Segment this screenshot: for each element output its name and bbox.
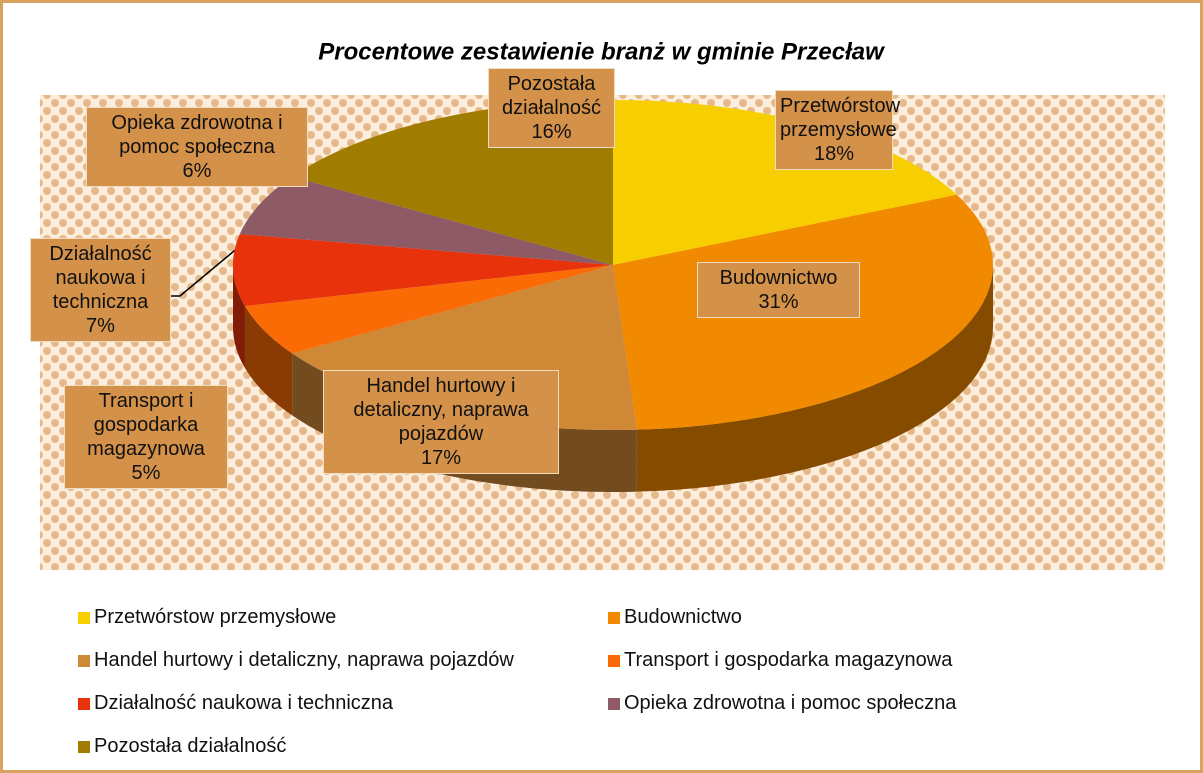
- legend-item: Działalność naukowa i techniczna: [78, 692, 393, 715]
- slice-side: [244, 306, 293, 416]
- legend-label: Opieka zdrowotna i pomoc społeczna: [624, 692, 957, 714]
- data-label-category: Pozostała działalność: [502, 73, 601, 119]
- legend-label: Handel hurtowy i detaliczny, naprawa poj…: [94, 649, 514, 671]
- slice: [244, 265, 613, 354]
- data-label-category: Budownictwo: [719, 267, 838, 289]
- slice: [233, 234, 614, 307]
- slice-side: [636, 265, 993, 492]
- slice-side: [233, 265, 245, 369]
- leader-line: [168, 245, 241, 297]
- legend-item: Opieka zdrowotna i pomoc społeczna: [608, 692, 956, 715]
- legend-swatch: [608, 654, 620, 667]
- chart-title: Procentowe zestawienie branż w gminie Pr…: [318, 38, 885, 65]
- legend-item: Pozostała działalność: [78, 735, 286, 758]
- data-label: Budownictwo 31%: [697, 262, 860, 318]
- data-label: Handel hurtowy i detaliczny, naprawa poj…: [323, 370, 559, 474]
- legend-swatch: [78, 611, 90, 624]
- data-label-value: 18%: [813, 143, 855, 165]
- legend-label: Pozostała działalność: [94, 735, 287, 757]
- legend-item: Przetwórstow przemysłowe: [78, 606, 336, 629]
- data-label-category: Przetwórstow przemysłowe: [780, 95, 901, 141]
- data-label-category: Działalność naukowa i techniczna: [49, 243, 152, 313]
- data-label-value: 5%: [131, 462, 161, 484]
- data-label: Pozostała działalność 16%: [488, 68, 615, 148]
- legend-item: Transport i gospodarka magazynowa: [608, 649, 952, 672]
- data-label-value: 31%: [758, 291, 799, 313]
- legend-item: Budownictwo: [608, 606, 742, 629]
- legend-label: Transport i gospodarka magazynowa: [624, 649, 953, 671]
- data-label-value: 7%: [86, 315, 115, 337]
- data-label-value: 16%: [531, 121, 572, 143]
- slice: [613, 100, 957, 265]
- legend-swatch: [78, 740, 90, 753]
- data-label-value: 17%: [420, 447, 462, 469]
- legend-label: Budownictwo: [624, 606, 742, 628]
- data-label: Przetwórstow przemysłowe 18%: [775, 90, 901, 170]
- data-label-category: Opieka zdrowotna i pomoc społeczna: [111, 112, 283, 158]
- legend-swatch: [78, 697, 90, 710]
- slice: [239, 176, 614, 265]
- data-label: Transport i gospodarka magazynowa 5%: [64, 385, 228, 489]
- data-label: Działalność naukowa i techniczna 7%: [30, 238, 171, 342]
- legend-swatch: [608, 697, 620, 710]
- legend-swatch: [608, 611, 620, 624]
- legend-item: Handel hurtowy i detaliczny, naprawa poj…: [78, 649, 514, 672]
- data-label: Opieka zdrowotna i pomoc społeczna 6%: [86, 107, 308, 187]
- legend-label: Przetwórstow przemysłowe: [94, 606, 337, 628]
- legend-swatch: [78, 654, 90, 667]
- legend-label: Działalność naukowa i techniczna: [94, 692, 394, 714]
- data-label-category: Handel hurtowy i detaliczny, naprawa poj…: [353, 375, 529, 445]
- data-label-category: Transport i gospodarka magazynowa: [87, 390, 205, 460]
- data-label-value: 6%: [182, 160, 212, 182]
